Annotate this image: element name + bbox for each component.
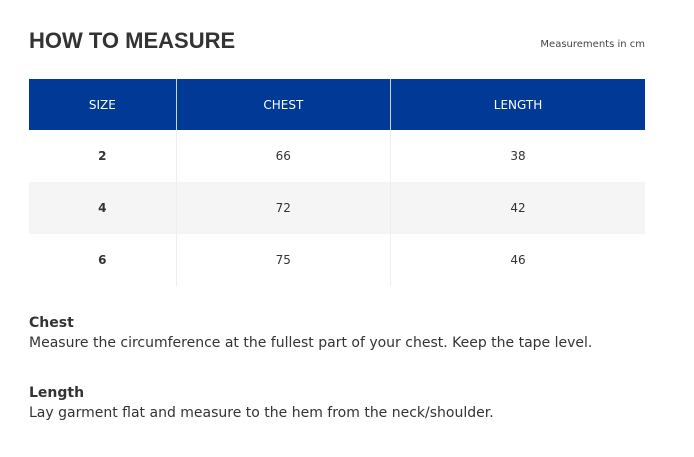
header-length: LENGTH xyxy=(390,79,645,130)
unit-note: Measurements in cm xyxy=(540,39,645,50)
guide-chest: Chest Measure the circumference at the f… xyxy=(29,315,592,351)
cell-length: 42 xyxy=(390,182,645,234)
cell-size: 2 xyxy=(98,149,107,163)
cell-size: 4 xyxy=(29,182,177,234)
header-size: SIZE xyxy=(29,79,177,130)
guide-heading: Chest xyxy=(29,315,74,331)
page-title: HOW TO MEASURE xyxy=(29,28,236,53)
cell-length: 46 xyxy=(390,234,645,286)
cell-size: 6 xyxy=(98,253,107,267)
header-chest: CHEST xyxy=(175,79,391,130)
guide-length: Length Lay garment flat and measure to t… xyxy=(29,385,494,421)
table-row: 4 72 42 xyxy=(29,182,645,234)
cell-chest: 66 xyxy=(175,130,391,182)
guide-heading: Length xyxy=(29,385,85,401)
cell-chest: 75 xyxy=(175,234,391,286)
cell-chest: 72 xyxy=(175,182,391,234)
cell-length: 38 xyxy=(390,130,645,182)
table-row: 2 66 38 xyxy=(29,130,645,182)
guide-text: Lay garment flat and measure to the hem … xyxy=(29,405,494,421)
guide-text: Measure the circumference at the fullest… xyxy=(29,335,593,351)
size-chart-table: SIZE CHEST LENGTH 2 66 38 4 72 42 6 75 4… xyxy=(29,79,645,286)
table-row: 6 75 46 xyxy=(29,234,645,286)
table-header-row: SIZE CHEST LENGTH xyxy=(29,79,645,130)
